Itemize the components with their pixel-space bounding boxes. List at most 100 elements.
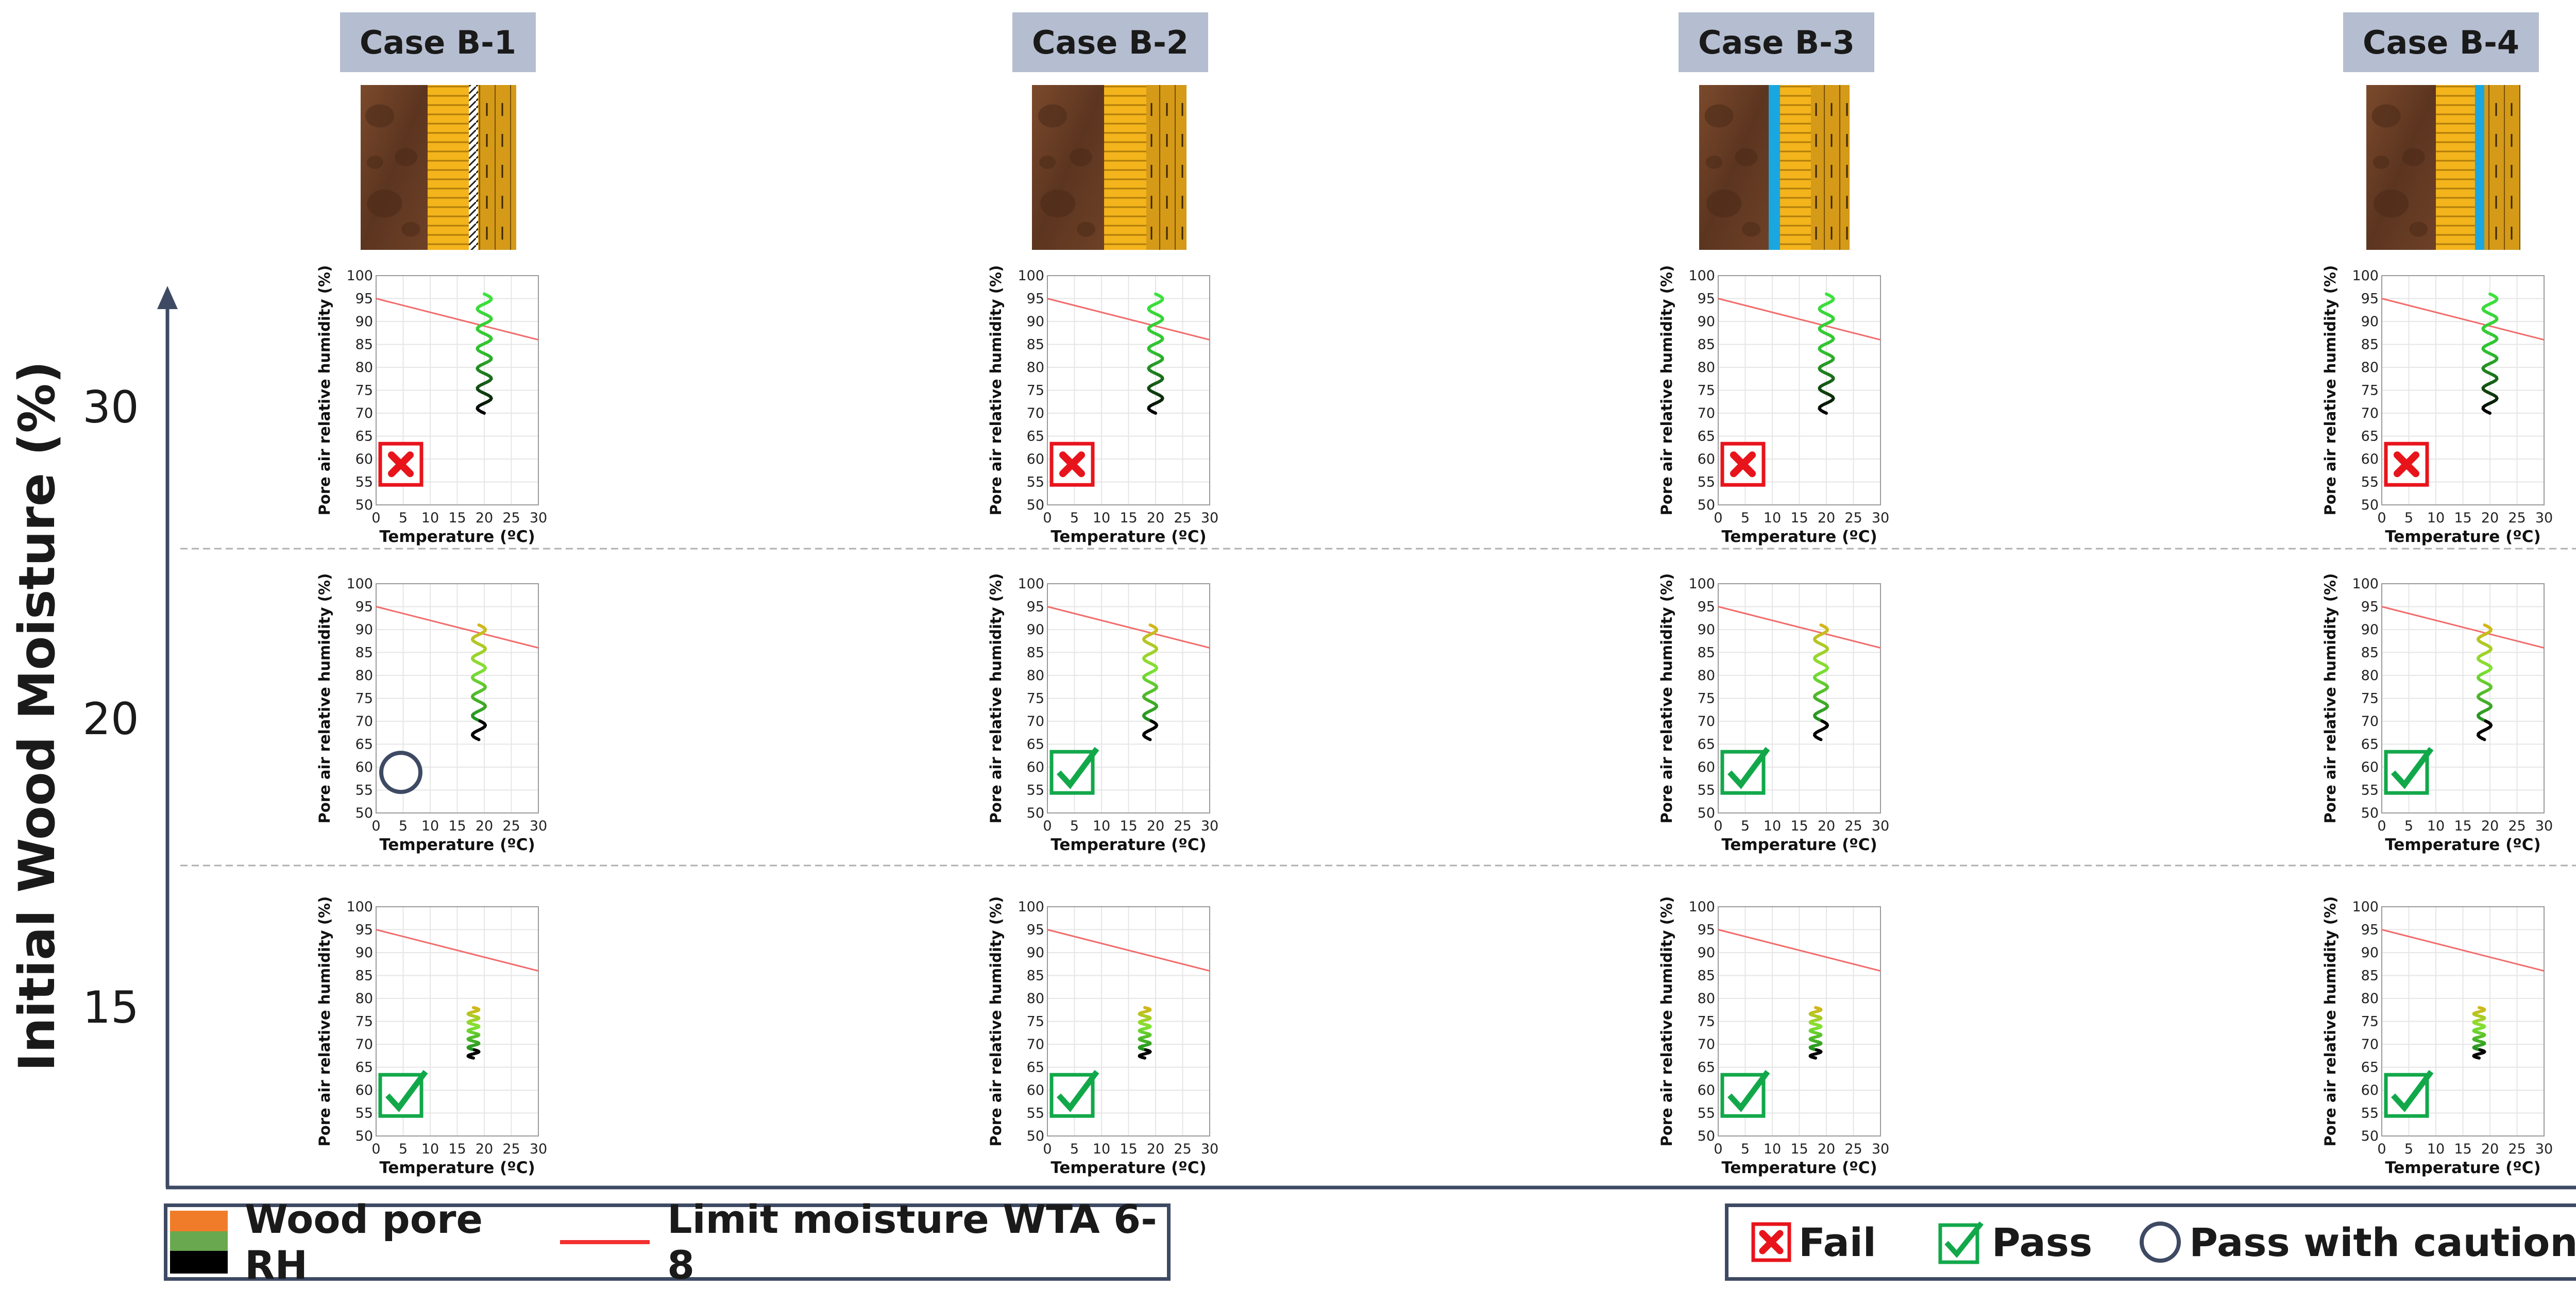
stone-texture — [365, 104, 395, 128]
plot-border — [2381, 583, 2545, 813]
y-tick-label: 50 — [1027, 805, 1044, 821]
x-tick-label: 20 — [1147, 510, 1164, 526]
plot-r20-case-b-1: 50 55 60 65 70 75 80 85 90 95 100 0 5 10 15 20 25 30 Tempe… — [316, 573, 547, 854]
stone-texture — [1040, 189, 1075, 218]
case-header-b3: Case B-3 — [1679, 12, 1874, 72]
y-tick-label: 50 — [2361, 805, 2379, 821]
x-tick-label: 10 — [1764, 510, 1781, 526]
x-tick-label: 5 — [2404, 1141, 2413, 1157]
y-tick-label: 85 — [355, 337, 373, 353]
stone-texture — [367, 189, 402, 218]
plot-border — [2381, 906, 2545, 1137]
x-tick-label: 25 — [502, 818, 520, 834]
y-tick-label: 90 — [355, 622, 373, 638]
y-tick-label: 95 — [2361, 291, 2379, 307]
plot-border — [376, 906, 539, 1137]
x-tick-label: 15 — [448, 510, 466, 526]
x-tick-label: 0 — [1714, 510, 1722, 526]
x-tick-label: 5 — [1070, 818, 1079, 834]
limit-line — [1718, 606, 1881, 649]
y-tick-label: 75 — [2361, 691, 2379, 707]
plot-r30-case-b-3: 50 55 60 65 70 75 80 85 90 95 100 0 5 10 15 20 25 30 Tempe… — [1658, 265, 1889, 546]
y-tick-label: 80 — [2361, 991, 2379, 1007]
y-tick-label: 85 — [1027, 645, 1044, 661]
case-header-b1: Case B-1 — [340, 12, 536, 72]
moisture-level-label: 30 — [82, 382, 139, 433]
y-tick-label: 60 — [355, 451, 373, 467]
y-tick-label: 65 — [1698, 429, 1715, 445]
y-tick-label: 70 — [1698, 1037, 1715, 1053]
y-tick-label: 95 — [1698, 922, 1715, 938]
x-tick-label: 30 — [1872, 818, 1889, 834]
limit-line — [2381, 929, 2545, 972]
fail-icon-x — [2394, 451, 2419, 478]
plot-border — [2381, 275, 2545, 505]
plot-x-label: Temperature (ºC) — [1050, 836, 1206, 854]
x-tick-label: 15 — [448, 1141, 466, 1157]
x-tick-label: 10 — [421, 1141, 439, 1157]
rh-series-segment — [479, 410, 486, 415]
y-tick-label: 100 — [2352, 576, 2379, 592]
y-tick-label: 80 — [1027, 991, 1044, 1007]
legend-fail-label: Fail — [1799, 1219, 1876, 1265]
legend-limit-line-icon — [560, 1240, 650, 1244]
fail-icon — [378, 442, 423, 487]
plot-border — [1718, 583, 1881, 813]
plot-y-label: Pore air relative humidity (%) — [2321, 896, 2339, 1147]
x-tick-label: 15 — [1120, 818, 1137, 834]
x-tick-label: 5 — [399, 818, 408, 834]
plot-r30-case-b-4: 50 55 60 65 70 75 80 85 90 95 100 0 5 10 15 20 25 30 Tempe… — [2321, 265, 2553, 546]
y-tick-label: 80 — [355, 991, 373, 1007]
y-tick-label: 75 — [1698, 691, 1715, 707]
x-tick-label: 15 — [1790, 510, 1808, 526]
y-tick-label: 70 — [1027, 714, 1044, 730]
plot-y-label: Pore air relative humidity (%) — [987, 896, 1005, 1147]
pass-icon — [1049, 1070, 1099, 1118]
plot-y-label: Pore air relative humidity (%) — [1658, 265, 1675, 516]
wall-layer-wood — [1780, 85, 1811, 250]
x-tick-label: 15 — [1120, 510, 1137, 526]
stone-texture — [1706, 189, 1742, 218]
y-tick-label: 60 — [2361, 451, 2379, 467]
y-tick-label: 95 — [2361, 599, 2379, 615]
wall-layer-board — [2484, 85, 2520, 250]
x-tick-label: 25 — [2508, 1141, 2526, 1157]
y-tick-label: 90 — [1027, 945, 1044, 961]
x-tick-label: 0 — [371, 510, 380, 526]
initial-moisture-axis — [157, 286, 2576, 1190]
y-tick-label: 95 — [1698, 599, 1715, 615]
wall-layer-wood — [428, 85, 469, 250]
x-tick-label: 25 — [1844, 818, 1862, 834]
x-tick-label: 20 — [2481, 818, 2499, 834]
x-tick-label: 20 — [476, 510, 493, 526]
x-tick-label: 10 — [1764, 1141, 1781, 1157]
rh-series-segment — [1145, 736, 1152, 741]
y-tick-label: 90 — [1698, 622, 1715, 638]
plot-x-label: Temperature (ºC) — [1721, 528, 1877, 546]
y-tick-label: 55 — [1027, 474, 1044, 490]
plot-y-label: Pore air relative humidity (%) — [1658, 896, 1675, 1147]
case-header-b4: Case B-4 — [2343, 12, 2539, 72]
pass-icon-box — [1049, 1073, 1095, 1118]
legend-pass-icon — [1938, 1220, 1985, 1264]
x-tick-label: 20 — [2481, 510, 2499, 526]
plot-x-label: Temperature (ºC) — [1721, 836, 1877, 854]
pass-icon — [1049, 747, 1099, 795]
x-tick-label: 10 — [2427, 510, 2445, 526]
y-tick-label: 90 — [1027, 314, 1044, 330]
y-tick-label: 55 — [355, 1106, 373, 1122]
x-tick-label: 15 — [1790, 1141, 1808, 1157]
x-tick-label: 15 — [2454, 1141, 2471, 1157]
y-tick-label: 95 — [1027, 922, 1044, 938]
y-tick-label: 70 — [355, 405, 373, 421]
y-tick-label: 85 — [2361, 968, 2379, 984]
wall-sketch-2 — [1032, 85, 1187, 250]
x-tick-label: 25 — [2508, 510, 2526, 526]
y-tick-label: 70 — [1027, 405, 1044, 421]
rh-series-segment — [474, 736, 481, 741]
y-tick-label: 50 — [1027, 1128, 1044, 1144]
y-tick-label: 90 — [2361, 945, 2379, 961]
y-tick-label: 60 — [1027, 1082, 1044, 1098]
y-tick-label: 85 — [355, 645, 373, 661]
pass-icon-check — [1727, 1070, 1770, 1112]
